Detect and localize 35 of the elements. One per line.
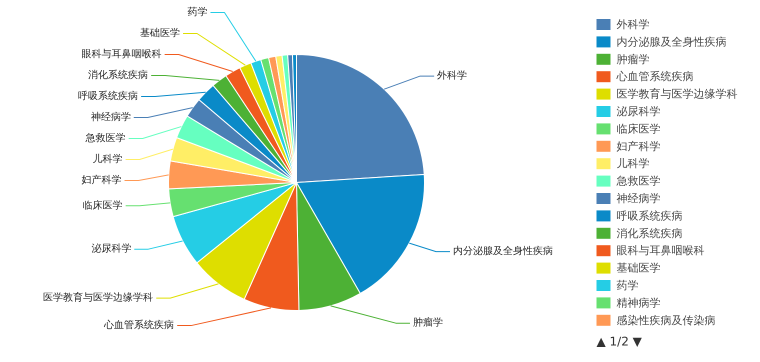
slice-label: 药学 — [187, 6, 208, 18]
legend-label: 妇产科学 — [616, 140, 660, 153]
slice-label: 医学教育与医学边缘学科 — [43, 292, 154, 304]
slice-label: 内分泌腺及全身性疾病 — [452, 245, 553, 258]
legend-label: 临床医学 — [616, 122, 660, 136]
text: ▲ 1/2 ▼ — [596, 334, 643, 349]
legend-label: 心血管系统疾病 — [616, 70, 694, 84]
legend-label: 内分泌腺及全身性疾病 — [616, 35, 726, 48]
slice-label: 妇产科学 — [82, 174, 122, 186]
legend-label: 医学教育与医学边缘学科 — [616, 88, 738, 101]
legend-label: 急救医学 — [616, 174, 660, 188]
legend-label: 精神病学 — [616, 296, 660, 310]
slice-label: 基础医学 — [140, 27, 180, 39]
legend-label: 神经病学 — [616, 192, 660, 205]
slice-label: 泌尿科学 — [91, 242, 132, 255]
legend-label: 消化系统疾病 — [616, 226, 682, 240]
legend-label: 儿科学 — [616, 157, 650, 170]
legend-label: 呼吸系统疾病 — [616, 209, 682, 222]
legend-label: 感染性疾病及传染病 — [616, 314, 716, 327]
legend-label: 泌尿科学 — [616, 105, 660, 118]
legend-label: 眼科与耳鼻咽喉科 — [616, 244, 704, 258]
slice-label: 眼科与耳鼻咽喉科 — [82, 48, 162, 60]
slice-label: 临床医学 — [82, 199, 123, 212]
slice-label: 神经病学 — [90, 111, 131, 123]
legend-label: 肿瘤学 — [616, 52, 650, 66]
slice-label: 心血管系统疾病 — [103, 319, 174, 332]
slice-label: 肿瘤学 — [412, 316, 443, 329]
slice-label: 儿科学 — [92, 153, 123, 165]
slice-label: 急救医学 — [84, 132, 126, 144]
slice-label: 消化系统疾病 — [88, 69, 148, 81]
slice-label: 外科学 — [437, 70, 468, 82]
legend-label: 外科学 — [616, 18, 650, 31]
slice-label: 呼吸系统疾病 — [78, 90, 138, 102]
legend-label: 药学 — [616, 279, 638, 292]
legend-label: 基础医学 — [616, 262, 660, 275]
